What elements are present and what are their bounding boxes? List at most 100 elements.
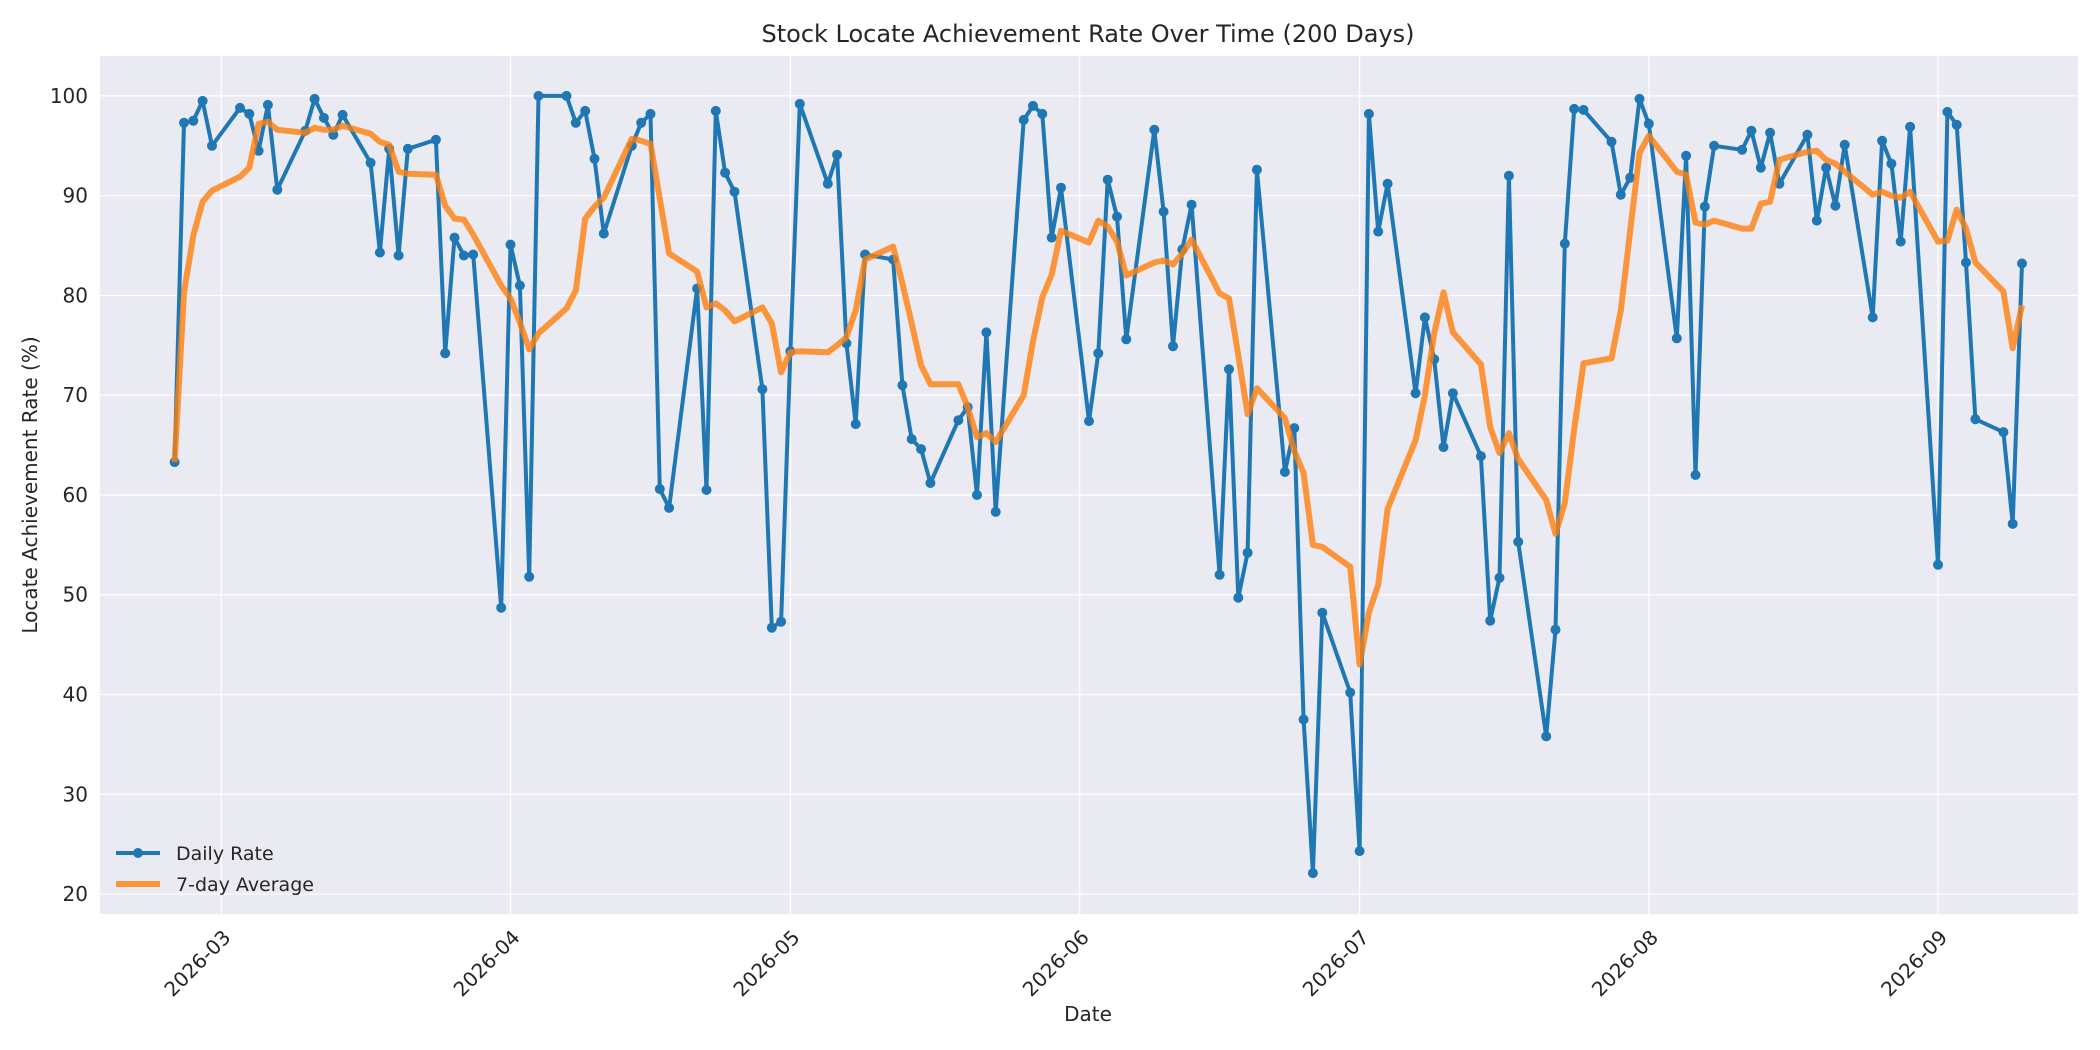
daily-rate-point [533, 90, 544, 101]
daily-rate-point [1643, 118, 1654, 129]
daily-rate-point [1606, 136, 1617, 147]
daily-rate-point [1112, 211, 1122, 222]
daily-rate-point [1084, 416, 1094, 427]
daily-rate-point [776, 616, 787, 627]
daily-rate-point [1224, 364, 1234, 375]
daily-rate-point [440, 348, 451, 359]
daily-rate-point [468, 249, 479, 260]
daily-rate-point [906, 434, 917, 445]
daily-rate-point [1671, 333, 1682, 344]
daily-rate-point [822, 178, 833, 189]
daily-rate-point [766, 622, 777, 633]
daily-rate-point [1681, 150, 1692, 161]
daily-rate-point [1494, 572, 1505, 583]
daily-rate-point [235, 102, 245, 113]
y-tick-label: 70 [63, 383, 88, 407]
daily-rate-point [1886, 158, 1897, 169]
daily-rate-point [1942, 106, 1953, 117]
x-tick-label: 2026-03 [159, 925, 235, 1001]
legend: Daily Rate 7-day Average [116, 843, 314, 896]
daily-rate-point [1354, 846, 1365, 857]
daily-rate-point [925, 478, 936, 488]
x-tick-label: 2026-05 [729, 925, 805, 1001]
daily-rate-point [636, 117, 647, 128]
x-tick-label: 2026-08 [1587, 925, 1663, 1001]
daily-rate-point [701, 485, 712, 495]
daily-rate-point [1056, 182, 1066, 193]
daily-rate-point [1559, 238, 1570, 249]
daily-rate-point [1802, 129, 1813, 140]
daily-rate-point [449, 232, 460, 243]
daily-rate-point [1345, 687, 1356, 698]
daily-rate-point [1569, 103, 1580, 114]
daily-rate-point [318, 112, 329, 123]
daily-rate-point [505, 239, 516, 250]
daily-rate-point [1513, 536, 1524, 547]
daily-rate-point [244, 108, 255, 119]
daily-rate-point [1867, 312, 1878, 323]
x-tick-label: 2026-04 [449, 925, 525, 1001]
y-tick-label: 90 [63, 184, 88, 208]
legend-daily-label: Daily Rate [176, 843, 274, 865]
daily-rate-point [570, 117, 581, 128]
daily-rate-point [1550, 624, 1561, 635]
chart-title: Stock Locate Achievement Rate Over Time … [761, 20, 1414, 48]
daily-rate-point [514, 280, 525, 291]
daily-rate-point [1317, 607, 1328, 618]
daily-rate-point [207, 140, 217, 151]
daily-rate-point [1737, 144, 1748, 155]
daily-rate-point [1121, 334, 1132, 345]
x-axis-label: Date [1064, 1002, 1112, 1026]
x-axis: 2026-03 2026-04 2026-05 2026-06 2026-07 2026-… [159, 925, 1952, 1001]
daily-rate-point [1419, 312, 1430, 323]
daily-rate-point [1634, 93, 1645, 104]
daily-rate-point [1951, 119, 1962, 130]
y-tick-label: 30 [63, 782, 88, 806]
daily-rate-point [1475, 451, 1486, 462]
daily-rate-point [496, 602, 507, 613]
daily-rate-point [1214, 569, 1225, 580]
daily-rate-point [916, 444, 927, 455]
daily-rate-point [972, 490, 982, 500]
daily-rate-point [1289, 423, 1300, 434]
y-tick-label: 50 [63, 583, 88, 607]
daily-rate-point [1895, 236, 1906, 247]
daily-rate-point [710, 105, 721, 116]
daily-rate-point [365, 157, 376, 168]
daily-rate-point [1168, 341, 1178, 352]
daily-rate-point [1877, 135, 1888, 146]
daily-rate-point [1373, 226, 1384, 237]
daily-rate-point [1709, 140, 1720, 151]
daily-rate-point [664, 502, 675, 513]
x-tick-label: 2026-09 [1876, 925, 1952, 1001]
daily-rate-point [1037, 108, 1048, 119]
daily-rate-point [2007, 518, 2018, 529]
daily-rate-point [1830, 200, 1841, 211]
plot-area [100, 56, 2078, 914]
daily-rate-point [1746, 125, 1757, 136]
daily-rate-point [1251, 164, 1262, 175]
daily-rate-point [1186, 199, 1197, 210]
y-tick-label: 80 [63, 283, 88, 307]
daily-rate-point [598, 228, 609, 239]
daily-rate-point [1149, 124, 1160, 135]
daily-rate-point [1970, 414, 1981, 425]
daily-rate-point [645, 108, 656, 119]
daily-rate-point [850, 419, 861, 430]
daily-rate-point [1485, 615, 1496, 626]
daily-rate-point [197, 95, 208, 106]
daily-rate-point [1961, 257, 1971, 268]
daily-rate-point [458, 250, 469, 261]
daily-rate-point [953, 415, 964, 426]
daily-rate-point [757, 384, 768, 395]
legend-avg-label: 7-day Average [176, 874, 314, 896]
daily-rate-point [720, 167, 731, 178]
daily-rate-point [1363, 108, 1374, 119]
daily-rate-point [188, 115, 199, 126]
x-tick-label: 2026-07 [1298, 925, 1374, 1001]
daily-rate-point [1382, 178, 1393, 189]
daily-rate-point [1905, 121, 1916, 132]
daily-rate-point [393, 250, 404, 261]
daily-rate-point [1839, 139, 1850, 150]
